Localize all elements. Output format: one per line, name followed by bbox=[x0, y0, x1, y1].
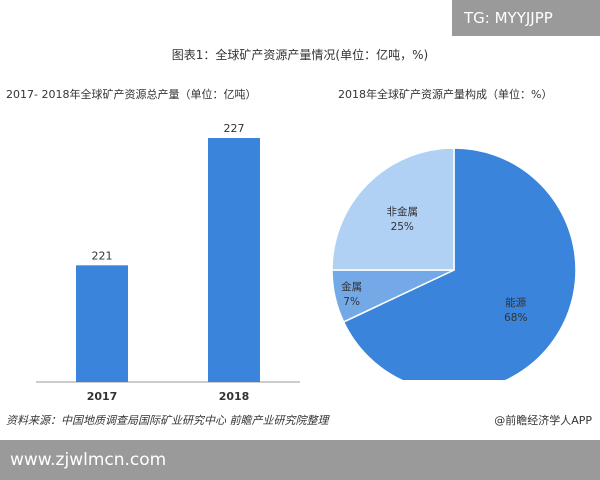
x-tick-label: 2017 bbox=[87, 390, 118, 403]
bar-value-label: 221 bbox=[92, 249, 113, 262]
credit-label: @前瞻经济学人APP bbox=[494, 414, 592, 427]
pie-slice-percent: 7% bbox=[343, 296, 360, 308]
watermark-badge: TG: MYYJJPP bbox=[452, 0, 600, 36]
bar-chart: 221 2017 227 2018 bbox=[36, 122, 300, 403]
pie-slice bbox=[342, 147, 577, 380]
pie-slice-name: 金属 bbox=[341, 280, 362, 293]
pie-slice-name: 非金属 bbox=[386, 205, 418, 218]
source-note: 资料来源：中国地质调查局国际矿业研究中心 前瞻产业研究院整理 bbox=[6, 414, 329, 427]
pie-chart: 能源 68% 金属 7% 非金属 25% bbox=[331, 147, 577, 380]
pie-chart-title: 2018年全球矿产资源产量构成（单位：%） bbox=[338, 88, 553, 101]
pie-slice-percent: 25% bbox=[391, 221, 414, 233]
pie-slice-name: 能源 bbox=[505, 296, 526, 309]
bar-2017 bbox=[76, 265, 128, 382]
pie-slice-percent: 68% bbox=[504, 312, 527, 324]
x-tick-label: 2018 bbox=[219, 390, 250, 403]
figure-title: 图表1：全球矿产资源产量情况(单位：亿吨，%) bbox=[171, 48, 429, 62]
bar-2018 bbox=[208, 138, 260, 382]
bar-value-label: 227 bbox=[224, 122, 245, 135]
footer-url: www.zjwlmcn.com bbox=[0, 440, 600, 480]
pie-slice bbox=[331, 147, 455, 271]
bar-chart-title: 2017- 2018年全球矿产资源总产量（单位：亿吨） bbox=[6, 88, 257, 101]
